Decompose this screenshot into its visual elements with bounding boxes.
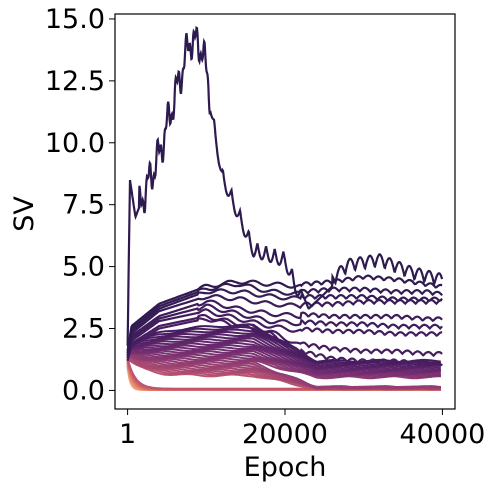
x-axis-label: Epoch <box>244 452 327 483</box>
series-lines <box>126 25 444 391</box>
series-line <box>126 288 443 354</box>
series-line <box>127 352 441 390</box>
y-tick-label: 15.0 <box>45 4 105 35</box>
series-line <box>126 25 444 346</box>
y-axis-ticks: 0.0 2.5 5.0 7.5 10.0 12.5 15.0 <box>45 4 115 406</box>
y-tick-label: 7.5 <box>62 190 105 221</box>
x-tick-label: 40000 <box>399 419 485 450</box>
x-tick-label: 1 <box>119 419 136 450</box>
series-line <box>126 317 443 367</box>
series-line <box>127 323 441 363</box>
y-tick-label: 5.0 <box>62 252 105 283</box>
series-line <box>126 308 443 359</box>
x-tick-label: 20000 <box>242 419 328 450</box>
y-tick-label: 10.0 <box>45 128 105 159</box>
series-line <box>126 303 443 359</box>
x-axis-ticks: 1 20000 40000 <box>119 409 485 450</box>
y-tick-label: 2.5 <box>62 314 105 345</box>
series-line <box>126 314 443 361</box>
y-tick-label: 0.0 <box>62 375 105 406</box>
series-line <box>126 299 443 357</box>
series-line <box>126 282 443 354</box>
series-line <box>126 274 443 351</box>
series-line <box>127 339 441 371</box>
y-axis-label: SV <box>9 196 40 232</box>
y-tick-label: 12.5 <box>45 66 105 97</box>
